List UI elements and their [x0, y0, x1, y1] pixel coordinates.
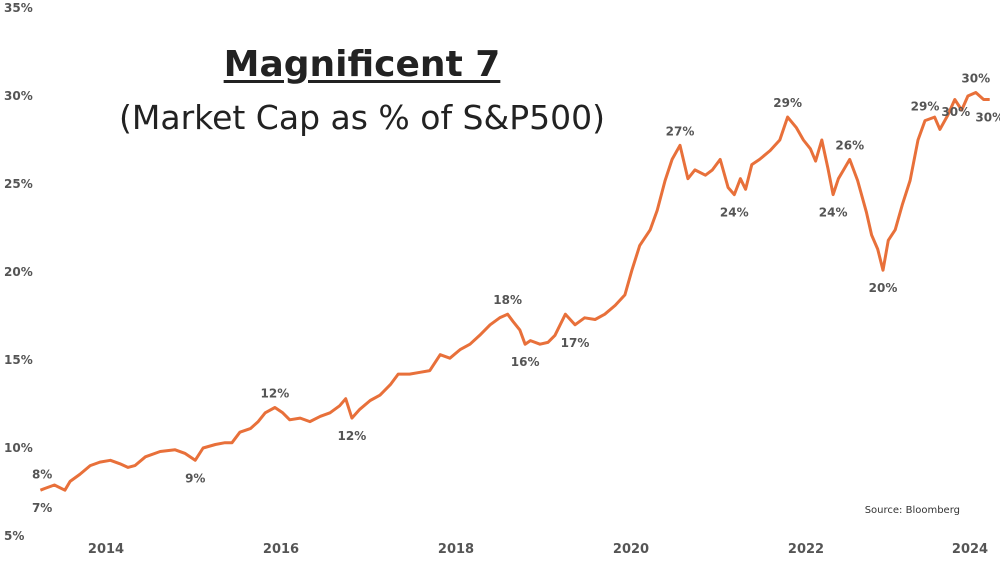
data-label: 26%: [835, 138, 864, 152]
data-label: 20%: [869, 281, 898, 295]
x-tick-label: 2022: [788, 542, 824, 557]
data-label: 16%: [511, 355, 540, 369]
y-tick-label: 10%: [4, 441, 33, 455]
x-tick-label: 2024: [952, 542, 988, 557]
data-label: 17%: [561, 336, 590, 350]
y-tick-label: 30%: [4, 89, 33, 103]
series-line: [39, 91, 990, 492]
y-tick-label: 15%: [4, 353, 33, 367]
y-tick-label: 35%: [4, 1, 33, 15]
y-tick-label: 20%: [4, 265, 33, 279]
data-label: 9%: [185, 471, 205, 485]
data-label: 12%: [261, 387, 290, 401]
x-tick-label: 2016: [263, 542, 299, 557]
x-tick-label: 2018: [438, 542, 474, 557]
data-label: 12%: [338, 429, 367, 443]
data-label: 30%: [975, 111, 1000, 125]
data-label: 7%: [32, 501, 52, 515]
data-label: 29%: [911, 100, 940, 114]
data-label: 27%: [666, 124, 695, 138]
chart-subtitle: (Market Cap as % of S&P500): [119, 98, 605, 137]
data-label: 8%: [32, 467, 52, 481]
source-note: Source: Bloomberg: [864, 505, 960, 516]
data-label: 24%: [819, 206, 848, 220]
x-tick-label: 2020: [613, 542, 649, 557]
chart-title: Magnificent 7: [223, 44, 501, 85]
y-tick-label: 25%: [4, 177, 33, 191]
data-label: 29%: [773, 96, 802, 110]
x-tick-label: 2014: [88, 542, 124, 557]
data-label: 30%: [961, 71, 990, 85]
data-label: 18%: [493, 293, 522, 307]
data-label: 24%: [720, 206, 749, 220]
data-label: 30%: [941, 105, 970, 119]
y-tick-label: 5%: [4, 529, 24, 543]
